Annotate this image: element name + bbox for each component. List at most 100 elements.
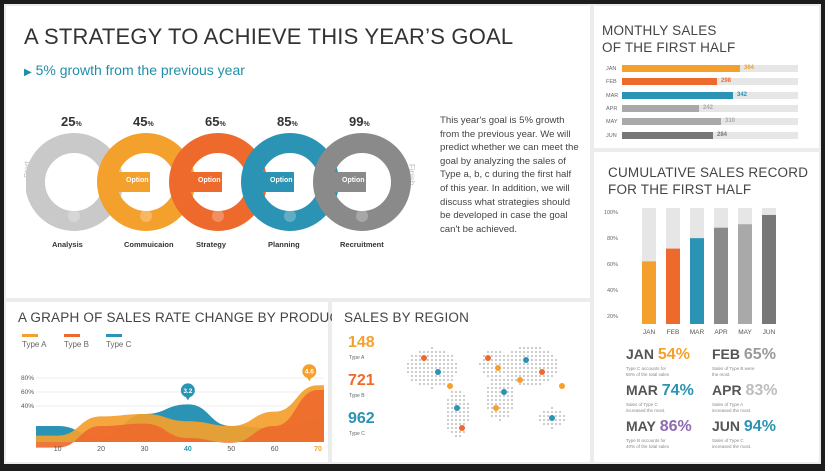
monthly-bar-2 [622,91,733,99]
monthly-value-0: 364 [744,65,755,71]
stage-percent-4: 99% [349,114,370,129]
map-pin-7 [501,389,507,395]
rate-change-title: A GRAPH OF SALES RATE CHANGE BY PRODUCT [18,310,348,325]
callout-bubble-1 [302,364,317,379]
cumulative-panel: CUMULATIVE SALES RECORD FOR THE FIRST HA… [594,152,819,462]
monthly-month-5: JUN [606,132,617,139]
monthly-month-0: JAN [606,66,617,72]
map-pin-1 [435,369,441,375]
region-type-0: Type A [349,355,365,361]
map-pin-4 [459,425,465,431]
monthly-sales-title-1: MONTHLY SALES [602,23,717,38]
option-band-3 [246,172,294,192]
cum-bar-4 [738,224,752,324]
cum-xlabel-1: FEB [667,329,680,336]
money-bag-icon [68,210,80,222]
region-value-0: 148 [348,334,375,351]
rate-xtick-4: 50 [227,446,235,453]
cum-ytick-1: 80% [607,236,618,242]
monthly-value-3: 242 [703,104,714,111]
cum-ytick-2: 60% [607,262,618,268]
monthly-value-4: 310 [725,118,736,125]
callout-bubble-0 [180,383,195,398]
callout-tail-1 [306,376,313,382]
map-pin-11 [517,377,523,383]
stage-label-2: Strategy [196,240,227,249]
cum-xlabel-3: APR [714,329,728,336]
map-pin-13 [559,383,565,389]
cumulative-title-2: FOR THE FIRST HALF [608,182,752,197]
cum-stat-5: JUN 94% [712,418,776,435]
cum-stat-3: APR 83% [712,382,778,399]
region-type-1: Type B [349,393,365,399]
legend-label-2: Type C [106,340,132,349]
option-band-2 [174,172,222,192]
strategy-panel: A STRATEGY TO ACHIEVE THIS YEAR’S GOAL ▶… [6,6,590,298]
monthly-sales-title-2: OF THE FIRST HALF [602,40,736,55]
monthly-bar-4 [622,118,721,126]
map-pin-2 [447,383,453,389]
region-value-1: 721 [348,372,375,389]
cum-note-5: Sales of Type C increased the most. [712,438,752,449]
cum-stat-2: MAR 74% [626,382,694,399]
goal-description: This year's goal is 5% growth from the p… [440,115,579,235]
subtitle: ▶ 5% growth from the previous year [24,62,245,78]
stage-percent-1: 45% [133,114,154,129]
lightbulb-icon [356,210,368,222]
list-icon [284,210,296,222]
cum-xlabel-4: MAY [738,329,752,336]
callout-tail-0 [184,395,191,401]
rate-xtick-2: 30 [141,446,149,453]
monthly-bar-3 [622,104,699,112]
region-title: SALES BY REGION [344,310,470,325]
stage-option-3: Option 03 [270,177,303,184]
callout-value-1: 4.6 [305,369,314,376]
rate-xtick-3: 40 [184,446,192,453]
map-pin-10 [539,369,545,375]
stage-label-1: Commuicaion [124,240,174,249]
cum-stat-1: FEB 65% [712,346,776,363]
monthly-track-3 [622,104,798,112]
cum-bar-5 [762,214,776,324]
cum-xlabel-5: JUN [763,329,776,336]
map-pin-3 [454,405,460,411]
map-pin-8 [493,405,499,411]
map-pin-5 [485,355,491,361]
monthly-value-5: 284 [717,131,728,138]
cum-ytick-4: 20% [607,314,618,320]
cum-note-2: Sales of Type C increased the most. [626,402,666,413]
stage-option-1: Option 01 [126,177,159,184]
monthly-bar-0 [622,65,740,72]
monthly-month-2: MAR [606,92,619,99]
area-type-b [36,390,324,448]
page-title: A STRATEGY TO ACHIEVE THIS YEAR’S GOAL [24,24,514,49]
rate-xtick-1: 20 [97,446,105,453]
legend-swatch-1 [64,334,80,337]
monthly-month-3: APR [606,105,618,112]
monthly-bar-5 [622,131,713,139]
cumulative-bar-chart: 100% 80% 60% 40% 20% JAN FEB MAR APR MAY JUN [604,208,776,336]
region-panel: SALES BY REGION 148 Type A 721 Type B 962 Typ… [332,302,590,462]
play-arrow-icon: ▶ [24,67,32,78]
cum-bar-3 [714,227,728,324]
rate-ytick-1: 60% [21,389,34,396]
cum-note-1: Sales of Type B were the most. [712,366,755,377]
rate-ytick-0: 80% [21,375,34,382]
region-type-2: Type C [349,431,365,437]
cum-bar-2 [690,238,704,324]
cumulative-title-1: CUMULATIVE SALES RECORD [608,165,809,180]
stage-option-4: Option 04 [342,177,375,184]
cum-ytick-0: 100% [604,210,618,216]
cum-note-4: Type B accounts for 40% of the total sal… [626,438,670,449]
world-map [406,346,566,438]
subtitle-text: 5% growth from the previous year [35,62,245,78]
rate-ytick-2: 40% [21,403,34,410]
map-pin-12 [549,415,555,421]
stage-label-3: Planning [268,240,300,249]
option-band-4 [318,172,366,192]
cum-bar-1 [666,248,680,324]
monthly-month-4: MAY [606,119,618,126]
rate-change-panel: A GRAPH OF SALES RATE CHANGE BY PRODUCT … [6,302,348,462]
legend-label-1: Type B [64,340,89,349]
cum-ytick-3: 40% [607,288,618,294]
